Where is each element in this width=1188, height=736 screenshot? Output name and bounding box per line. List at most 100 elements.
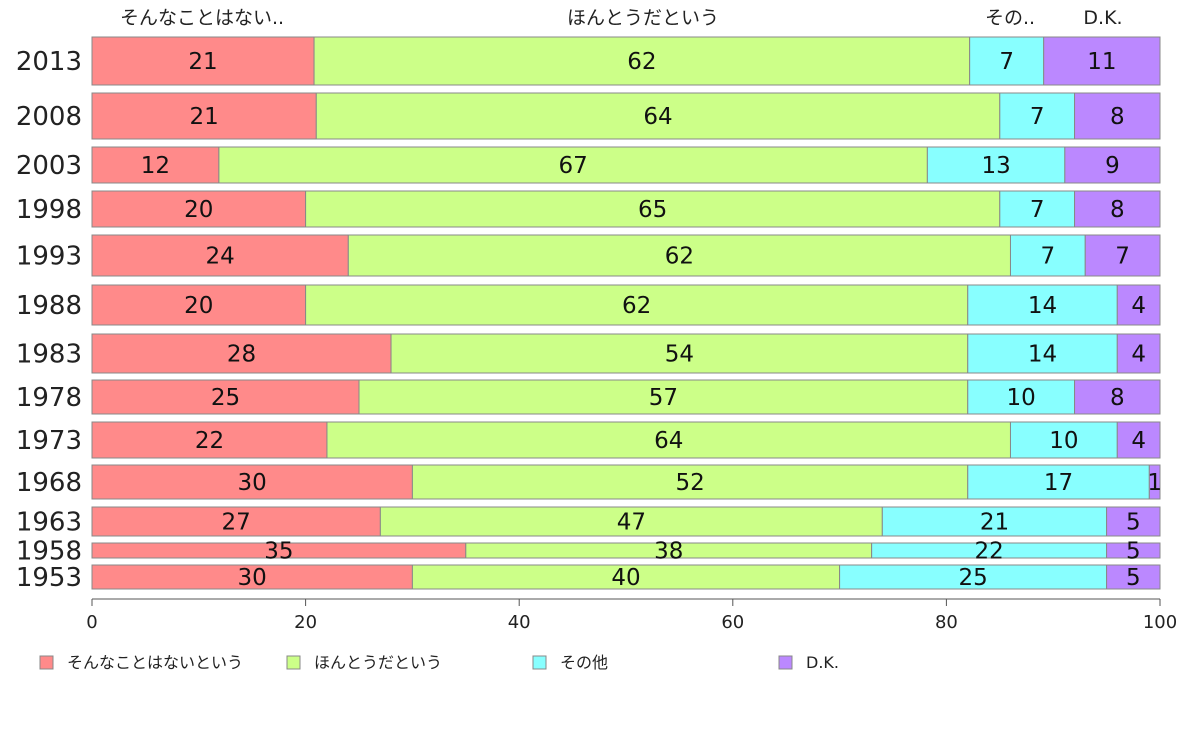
bar-segment-1973-3 xyxy=(1009,421,1118,459)
year-label-1993: 1993 xyxy=(16,242,82,272)
bar-value-label-1973-4: 4 xyxy=(1131,428,1146,454)
year-label-1998: 1998 xyxy=(16,195,82,225)
bar-value-label-1973-1: 22 xyxy=(195,428,224,454)
bar-segment-1973-4 xyxy=(1116,421,1161,459)
bar-value-label-1963-3: 21 xyxy=(980,510,1009,536)
year-label-1983: 1983 xyxy=(16,340,82,370)
bar-segment-1953-4 xyxy=(1106,564,1161,590)
legend-swatch-2 xyxy=(286,655,301,670)
bar-segment-2013-3 xyxy=(969,36,1045,86)
bar-segment-1988-4 xyxy=(1116,284,1161,326)
bar-value-label-2008-1: 21 xyxy=(189,104,218,130)
bar-value-label-1998-3: 7 xyxy=(1030,197,1045,223)
x-tick-label-80: 80 xyxy=(935,612,958,633)
year-label-1978: 1978 xyxy=(16,383,82,413)
bar-value-label-1958-3: 22 xyxy=(974,539,1003,565)
bar-value-label-2003-1: 12 xyxy=(141,153,170,179)
bar-area: 2013 21 62 7 11 2008 21 64 7 8 2003 12 67 13 9 1998 20 65… xyxy=(16,36,1162,593)
bar-value-label-1988-3: 14 xyxy=(1028,293,1057,319)
bar-segment-1993-1 xyxy=(91,234,349,277)
bar-value-label-2013-1: 21 xyxy=(188,49,217,75)
top-label-series-2: ほんとうだという xyxy=(567,7,719,29)
bar-segment-2008-1 xyxy=(91,92,317,140)
year-label-1973: 1973 xyxy=(16,426,82,456)
bar-segment-1988-3 xyxy=(967,284,1118,326)
bar-segment-1998-2 xyxy=(305,190,1001,228)
legend-label-1: そんなことはないという xyxy=(67,653,243,672)
bar-value-label-2003-4: 9 xyxy=(1105,153,1120,179)
bar-segment-2008-2 xyxy=(315,92,1001,140)
bar-value-label-2003-2: 67 xyxy=(558,153,587,179)
bar-value-label-1983-1: 28 xyxy=(227,342,256,368)
bar-segment-2008-3 xyxy=(999,92,1076,140)
bar-value-label-1978-2: 57 xyxy=(649,385,678,411)
year-label-1988: 1988 xyxy=(16,291,82,321)
bar-segment-2013-4 xyxy=(1043,36,1161,86)
bar-value-label-1968-2: 52 xyxy=(675,470,704,496)
bar-value-label-1978-1: 25 xyxy=(211,385,240,411)
x-tick-label-40: 40 xyxy=(508,612,531,633)
bar-value-label-2008-2: 64 xyxy=(643,104,672,130)
bar-segment-1988-2 xyxy=(305,284,969,326)
bar-value-label-1973-3: 10 xyxy=(1049,428,1078,454)
bar-value-label-1993-2: 62 xyxy=(665,244,694,270)
bar-value-label-2008-3: 7 xyxy=(1030,104,1045,130)
bar-segment-1993-4 xyxy=(1084,234,1161,277)
bar-segment-1978-1 xyxy=(91,379,360,415)
bar-value-label-1953-1: 30 xyxy=(238,565,267,591)
legend-label-3: その他 xyxy=(560,653,608,672)
year-label-2008: 2008 xyxy=(16,102,82,132)
bar-segment-1968-1 xyxy=(91,464,413,500)
bar-segment-1958-4 xyxy=(1106,542,1161,559)
bar-segment-2013-2 xyxy=(313,36,971,86)
legend-label-4: D.K. xyxy=(806,653,839,672)
year-label-1958: 1958 xyxy=(16,537,82,567)
x-tick-label-20: 20 xyxy=(294,612,317,633)
bar-value-label-1998-4: 8 xyxy=(1110,197,1125,223)
x-tick-label-0: 0 xyxy=(86,612,97,633)
top-series-labels: そんなことはない.. ほんとうだという その.. D.K. xyxy=(120,7,1123,29)
bar-value-label-2013-2: 62 xyxy=(627,49,656,75)
bar-value-label-1958-1: 35 xyxy=(264,539,293,565)
legend-label-2: ほんとうだという xyxy=(314,653,442,672)
bar-segment-1963-4 xyxy=(1106,506,1161,537)
bar-value-label-1968-1: 30 xyxy=(238,470,267,496)
bar-segment-2008-4 xyxy=(1074,92,1161,140)
bar-segment-1963-2 xyxy=(379,506,883,537)
legend: そんなことはないという ほんとうだという その他 D.K. xyxy=(39,653,839,672)
bar-segment-1983-1 xyxy=(91,333,392,374)
bar-segment-1998-1 xyxy=(91,190,307,228)
bar-segment-1973-2 xyxy=(326,421,1011,459)
x-tick-label-100: 100 xyxy=(1143,612,1177,633)
bar-value-label-1973-2: 64 xyxy=(654,428,683,454)
bar-segment-2013-1 xyxy=(91,36,315,86)
top-label-series-4: D.K. xyxy=(1083,7,1122,29)
bar-value-label-1988-2: 62 xyxy=(622,293,651,319)
bar-value-label-1998-2: 65 xyxy=(638,197,667,223)
year-label-2013: 2013 xyxy=(16,47,82,77)
bar-segment-1978-3 xyxy=(967,379,1076,415)
bar-segment-1993-2 xyxy=(347,234,1011,277)
bar-segment-1963-3 xyxy=(881,506,1108,537)
year-label-1953: 1953 xyxy=(16,563,82,593)
bar-value-label-2008-4: 8 xyxy=(1110,104,1125,130)
bar-segment-1978-4 xyxy=(1074,379,1161,415)
bar-value-label-1978-3: 10 xyxy=(1007,385,1036,411)
bar-value-label-1983-2: 54 xyxy=(665,342,694,368)
bar-segment-1998-4 xyxy=(1074,190,1161,228)
bar-segment-1993-3 xyxy=(1009,234,1086,277)
bar-value-label-1963-1: 27 xyxy=(222,510,251,536)
x-tick-label-60: 60 xyxy=(721,612,744,633)
bar-segment-2003-2 xyxy=(218,146,928,184)
bar-value-label-1963-2: 47 xyxy=(617,510,646,536)
legend-swatch-4 xyxy=(778,655,793,670)
bar-value-label-1953-3: 25 xyxy=(958,565,987,591)
bar-value-label-1983-3: 14 xyxy=(1028,342,1057,368)
x-axis: 0 20 40 60 80 100 xyxy=(86,598,1177,633)
bar-value-label-1983-4: 4 xyxy=(1131,342,1146,368)
bar-value-label-1978-4: 8 xyxy=(1110,385,1125,411)
bar-value-label-1958-2: 38 xyxy=(654,539,683,565)
top-label-series-3: その.. xyxy=(985,7,1035,29)
bar-segment-2003-1 xyxy=(91,146,220,184)
